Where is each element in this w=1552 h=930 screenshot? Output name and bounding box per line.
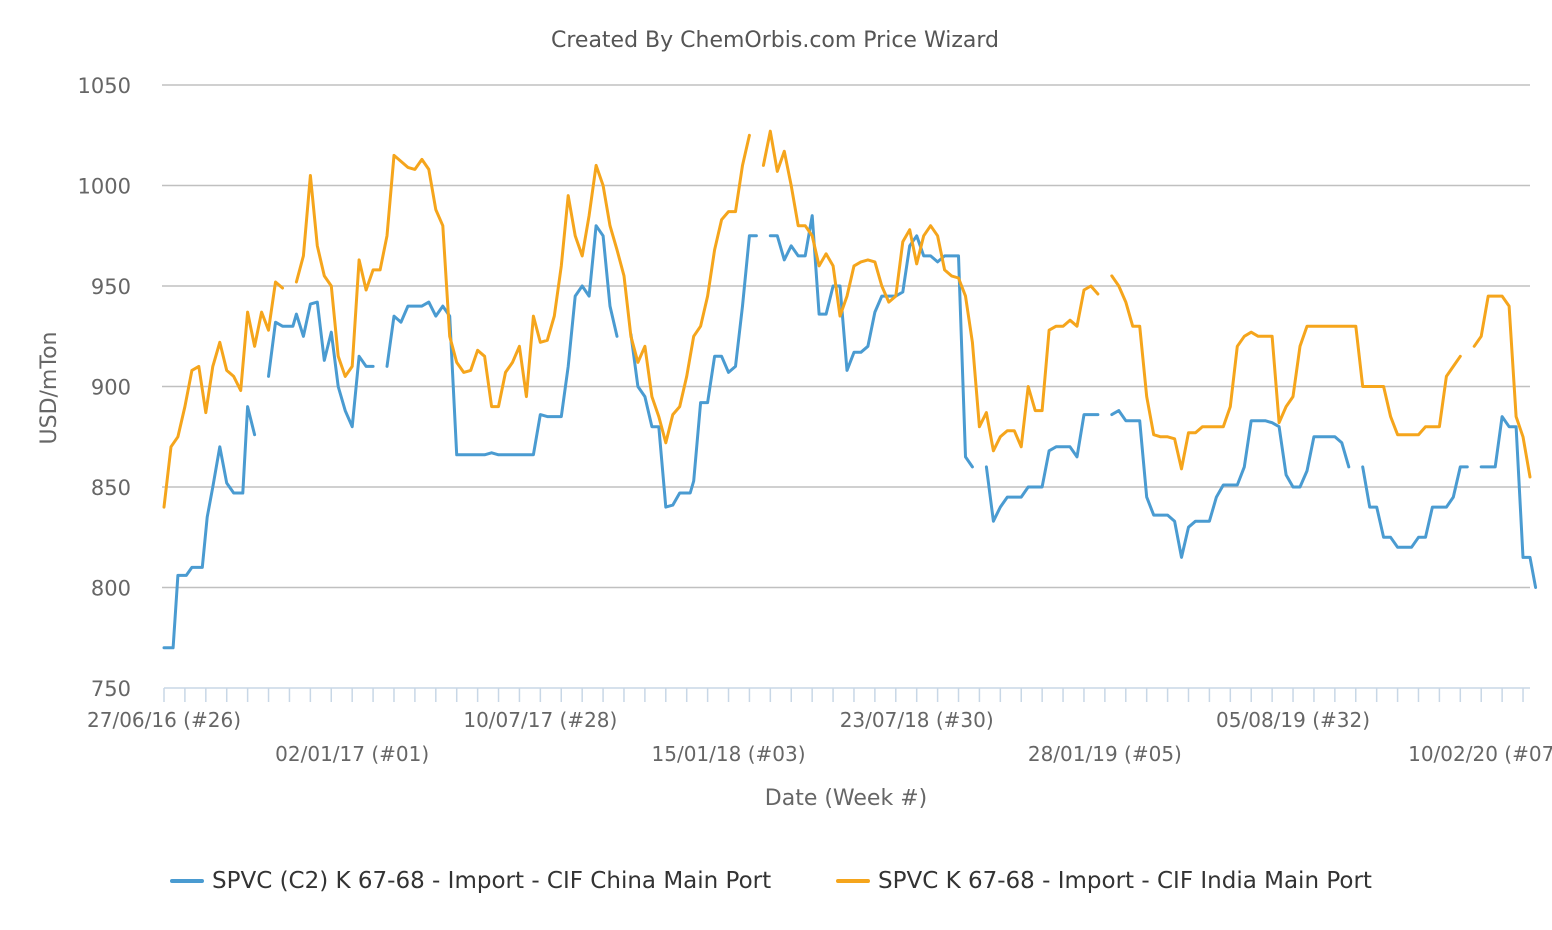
x-tick-label-5: 28/01/19 (#05)	[1028, 742, 1182, 766]
legend-swatch-india	[836, 879, 870, 883]
legend-swatch-china	[170, 879, 204, 883]
y-tick-label-900: 900	[91, 376, 131, 400]
x-tick-label-7: 10/02/20 (#07	[1408, 742, 1552, 766]
x-tick-label-1: 02/01/17 (#01)	[275, 742, 429, 766]
legend-label-india: SPVC K 67-68 - Import - CIF India Main P…	[878, 868, 1372, 894]
series-lines	[162, 129, 1538, 650]
x-axis: 27/06/16 (#26) 02/01/17 (#01) 10/07/17 (#2…	[87, 687, 1552, 766]
legend-item-india[interactable]: SPVC K 67-68 - Import - CIF India Main P…	[836, 868, 1372, 894]
x-tick-label-2: 10/07/17 (#28)	[463, 708, 617, 732]
x-tick-label-0: 27/06/16 (#26)	[87, 708, 241, 732]
series-line-0[interactable]	[162, 214, 1538, 650]
y-tick-label-1050: 1050	[78, 74, 131, 98]
x-tick-label-3: 15/01/18 (#03)	[652, 742, 806, 766]
y-axis-title: USD/mTon	[37, 332, 62, 445]
legend-item-china[interactable]: SPVC (C2) K 67-68 - Import - CIF China M…	[170, 868, 771, 894]
y-tick-label-750: 750	[91, 677, 131, 701]
x-tick-label-4: 23/07/18 (#30)	[840, 708, 994, 732]
gridlines	[162, 84, 1530, 589]
x-axis-title: Date (Week #)	[765, 786, 927, 811]
chart-title: Created By ChemOrbis.com Price Wizard	[550, 28, 999, 53]
y-axis: 750 800 850 900 950 1000 1050	[78, 74, 131, 701]
legend: SPVC (C2) K 67-68 - Import - CIF China M…	[0, 868, 1552, 908]
series-line-1[interactable]	[162, 129, 1532, 509]
y-tick-label-950: 950	[91, 275, 131, 299]
x-tick-label-6: 05/08/19 (#32)	[1216, 708, 1370, 732]
y-tick-label-850: 850	[91, 476, 131, 500]
y-tick-label-800: 800	[91, 577, 131, 601]
legend-label-china: SPVC (C2) K 67-68 - Import - CIF China M…	[212, 868, 772, 894]
y-tick-label-1000: 1000	[78, 175, 131, 199]
